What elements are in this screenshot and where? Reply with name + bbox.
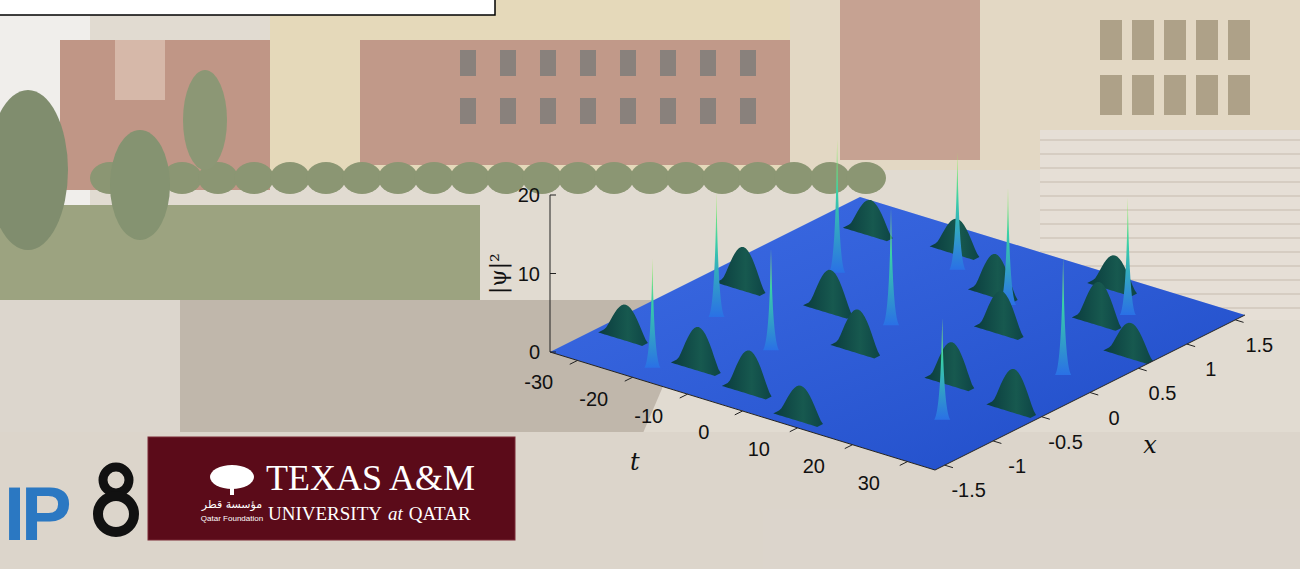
ridge xyxy=(1103,323,1153,364)
subtitle-part: UNIVERSITY xyxy=(268,503,382,524)
t-tick xyxy=(680,394,688,398)
photo-ground xyxy=(0,0,1300,569)
x-tick xyxy=(993,441,1001,444)
ridge xyxy=(974,291,1024,340)
ridge xyxy=(1072,282,1122,331)
t-tick xyxy=(625,377,633,381)
x-tick xyxy=(945,465,953,468)
ridge xyxy=(803,270,853,319)
axes: 0 10 20 -30 -20 -10 0 10 20 30 -1.5 -1 -0.5 0 0.5 1 1.5 t… xyxy=(486,184,1273,501)
t-tick-label: 0 xyxy=(698,421,709,443)
t-axis-line xyxy=(550,352,935,470)
t-tick xyxy=(570,360,578,364)
z-tick xyxy=(550,195,556,196)
x-tick xyxy=(1042,417,1050,420)
ridge xyxy=(722,350,772,399)
logo-text: IP xyxy=(4,471,70,556)
background-photo xyxy=(0,0,1300,569)
peak xyxy=(763,248,779,350)
peak xyxy=(644,258,660,368)
z-axis-title: |ψ|² xyxy=(486,253,512,294)
x-tick-label: -1 xyxy=(1008,455,1026,477)
ridge xyxy=(598,305,648,346)
subtitle-part: QATAR xyxy=(409,503,471,524)
logo-box xyxy=(148,437,515,540)
logo-shape xyxy=(103,467,129,493)
ridge xyxy=(716,247,766,296)
foundation-name: Qatar Foundation xyxy=(201,514,263,523)
peak xyxy=(934,318,950,420)
x-tick-label: -1.5 xyxy=(951,479,985,501)
subtitle-part: at xyxy=(388,503,404,524)
x-tick xyxy=(1235,320,1243,323)
ridge xyxy=(843,200,893,241)
x-tick-label: 0 xyxy=(1108,407,1119,429)
institution-name: TEXAS A&M xyxy=(266,458,475,498)
logo-shape xyxy=(98,496,134,532)
logo-left: IP xyxy=(4,467,134,556)
t-tick xyxy=(845,445,853,449)
top-box xyxy=(0,0,495,15)
peak xyxy=(709,192,725,318)
x-tick xyxy=(1187,344,1195,347)
t-tick-label: -10 xyxy=(634,405,663,427)
ridge xyxy=(924,342,974,391)
t-tick-label: -30 xyxy=(524,371,553,393)
logo-institution: مؤسسة قطر Qatar Foundation TEXAS A&M UNIVER… xyxy=(148,437,515,540)
x-tick-label: -0.5 xyxy=(1048,431,1082,453)
surface-base xyxy=(550,197,1245,470)
ridge xyxy=(986,369,1036,418)
foundation-arabic: مؤسسة قطر xyxy=(201,498,262,511)
peak xyxy=(1120,197,1136,315)
ridge xyxy=(671,327,721,376)
x-axis-line xyxy=(935,315,1245,470)
z-tick xyxy=(550,273,556,274)
t-tick xyxy=(790,428,798,432)
peak xyxy=(829,139,845,272)
peak xyxy=(883,208,899,326)
x-tick-label: 0.5 xyxy=(1149,382,1177,404)
peak xyxy=(949,152,965,270)
logo-tree-trunk xyxy=(230,485,234,495)
t-tick-label: 10 xyxy=(748,438,770,460)
x-tick-label: 1 xyxy=(1205,358,1216,380)
t-tick xyxy=(900,462,908,466)
z-tick-label: 20 xyxy=(518,184,540,206)
z-tick xyxy=(550,352,556,353)
t-tick-label: 20 xyxy=(803,455,825,477)
x-tick xyxy=(1090,393,1098,396)
surface-shading xyxy=(550,197,1245,470)
banner: 0 10 20 -30 -20 -10 0 10 20 30 -1.5 -1 -0.5 0 0.5 1 1.5 t… xyxy=(0,0,1300,569)
t-tick-label: 30 xyxy=(858,472,880,494)
z-tick-label: 10 xyxy=(518,263,540,285)
x-axis-title: x xyxy=(1143,431,1157,459)
t-axis-title: t xyxy=(630,448,640,476)
z-tick-label: 0 xyxy=(529,341,540,363)
surface-plot xyxy=(550,139,1245,470)
x-tick xyxy=(1138,368,1146,371)
ridge xyxy=(830,309,880,358)
peak xyxy=(1055,257,1071,375)
photo-fade xyxy=(0,0,1300,569)
ridge xyxy=(773,386,823,427)
x-tick-label: 1.5 xyxy=(1245,334,1273,356)
t-tick xyxy=(735,411,743,415)
institution-subtitle: UNIVERSITY atQATAR xyxy=(268,503,471,524)
peak xyxy=(1000,187,1016,305)
t-tick-label: -20 xyxy=(579,388,608,410)
